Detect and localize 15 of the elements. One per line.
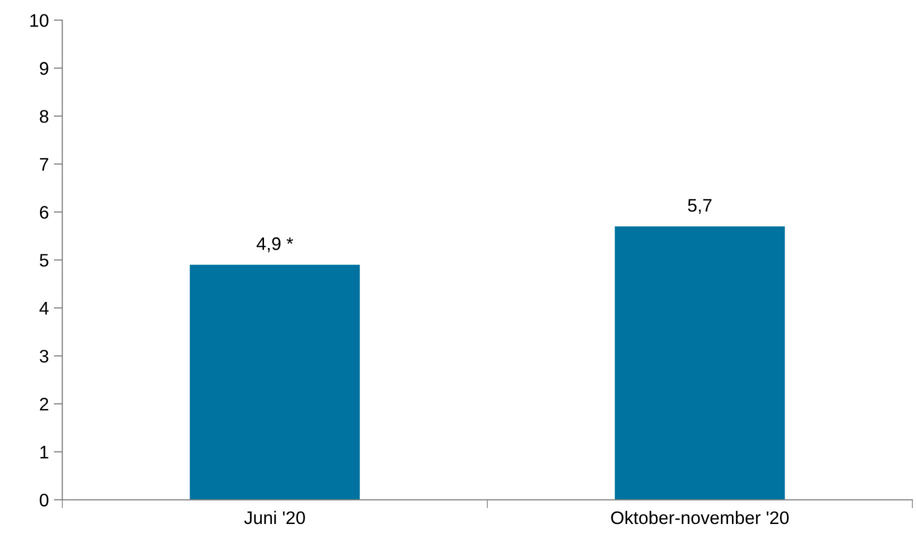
y-tick-label: 3 — [40, 350, 48, 363]
y-tick-label: 10 — [30, 14, 48, 27]
y-tick-label: 0 — [40, 494, 48, 506]
y-tick-label: 1 — [40, 446, 48, 458]
y-tick-label: 8 — [40, 110, 48, 123]
y-tick-label: 9 — [40, 62, 48, 75]
data-label: 4,9 * — [256, 237, 294, 252]
y-tick-label: 4 — [39, 302, 49, 314]
y-tick-label: 2 — [40, 398, 48, 410]
x-tick-label: Oktober-november '20 — [611, 510, 789, 524]
y-tick-label: 6 — [40, 206, 48, 219]
x-tick-label: Juni '20 — [244, 510, 305, 524]
data-label: 5,7 — [688, 199, 712, 214]
y-tick-label: 5 — [40, 254, 48, 267]
y-tick-label: 7 — [40, 158, 48, 171]
